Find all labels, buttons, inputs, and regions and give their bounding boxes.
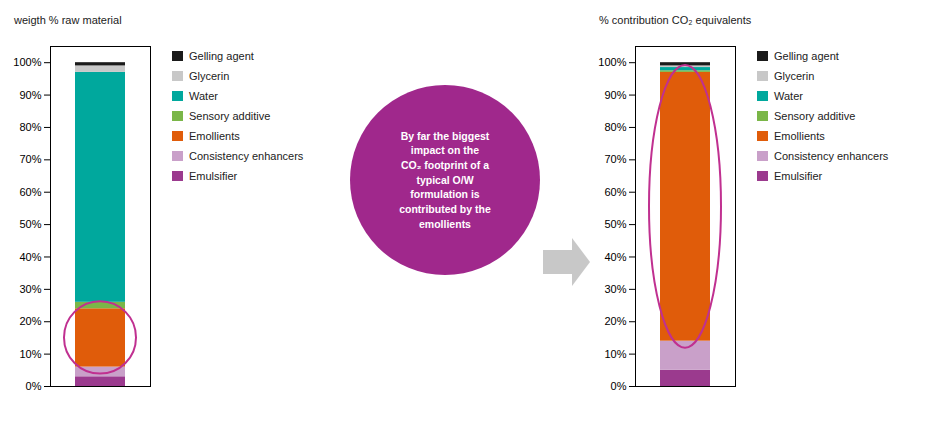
svg-text:90%: 90% (604, 89, 626, 101)
html-text:Glycerin: Glycerin (774, 70, 815, 82)
html-text:Water: Water (189, 90, 218, 102)
html-text:Sensory additive: Sensory additive (189, 110, 271, 122)
html-text:Emulsifier: Emulsifier (774, 170, 823, 182)
svg-text:50%: 50% (604, 218, 626, 230)
svg-text:70%: 70% (19, 153, 41, 165)
svg-text:80%: 80% (604, 121, 626, 133)
html-text:Emollients: Emollients (774, 130, 825, 142)
svg-text:70%: 70% (604, 153, 626, 165)
svg-text:50%: 50% (19, 218, 41, 230)
html-text:Consistency enhancers: Consistency enhancers (189, 150, 304, 162)
svg-text:80%: 80% (19, 121, 41, 133)
svg-text:100%: 100% (598, 56, 626, 68)
svg-text:60%: 60% (604, 186, 626, 198)
svg-text:10%: 10% (604, 348, 626, 360)
svg-text:10%: 10% (19, 348, 41, 360)
html-text:weigth % raw material: weigth % raw material (14, 14, 122, 26)
html-text:Gelling agent: Gelling agent (774, 50, 839, 62)
html-text:Emollients: Emollients (189, 130, 240, 142)
svg-text:0%: 0% (611, 380, 627, 392)
svg-text:100%: 100% (13, 56, 41, 68)
html-text:Emulsifier: Emulsifier (189, 170, 238, 182)
html-text:% contribution CO₂ equivalents: % contribution CO₂ equivalents (599, 14, 752, 26)
svg-text:40%: 40% (19, 250, 41, 262)
html-text:By far the biggest impact on t: By far the biggest impact on the CO₂ foo… (399, 129, 491, 230)
svg-text:30%: 30% (604, 283, 626, 295)
html-text:Sensory additive: Sensory additive (774, 110, 856, 122)
html-text:Gelling agent: Gelling agent (189, 50, 254, 62)
svg-text:90%: 90% (19, 89, 41, 101)
html-text:Glycerin: Glycerin (189, 70, 230, 82)
svg-text:60%: 60% (19, 186, 41, 198)
svg-text:20%: 20% (19, 315, 41, 327)
html-text:Water: Water (774, 90, 803, 102)
svg-text:0%: 0% (26, 380, 42, 392)
svg-text:40%: 40% (604, 250, 626, 262)
html-text:Consistency enhancers: Consistency enhancers (774, 150, 889, 162)
svg-text:20%: 20% (604, 315, 626, 327)
svg-text:30%: 30% (19, 283, 41, 295)
